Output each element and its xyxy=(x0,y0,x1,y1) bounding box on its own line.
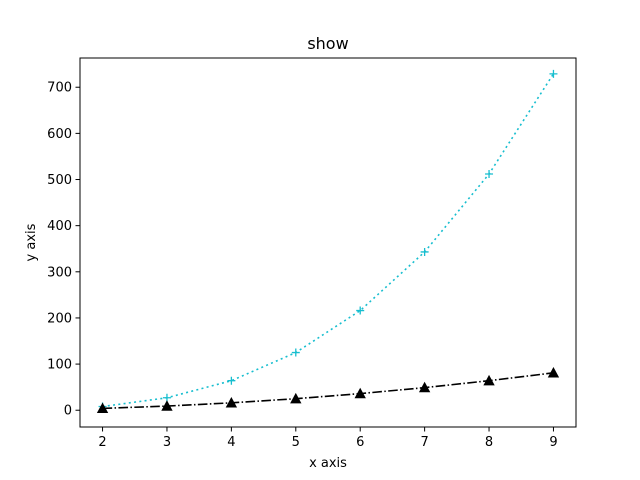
y-tick-label: 100 xyxy=(47,358,72,373)
data-point xyxy=(227,376,236,385)
series-layer xyxy=(96,69,560,414)
data-point xyxy=(96,402,109,414)
data-point xyxy=(420,247,429,256)
x-tick-label: 6 xyxy=(356,435,364,450)
y-tick-label: 0 xyxy=(64,404,72,419)
series-line xyxy=(102,372,554,410)
x-tick-label: 5 xyxy=(292,435,300,450)
y-tick-label: 700 xyxy=(47,81,72,96)
data-point xyxy=(549,69,558,78)
data-point xyxy=(418,381,431,393)
x-tick-label: 2 xyxy=(98,435,106,450)
y-tick-label: 300 xyxy=(47,265,72,280)
x-tick-label: 4 xyxy=(227,435,235,450)
chart-title: show xyxy=(307,34,348,53)
tick-layer: 2 3 4 5 6 7 8 9 0 100 200 300 400 500 600 700 xyxy=(47,81,557,450)
y-tick-label: 200 xyxy=(47,311,72,326)
data-point xyxy=(547,367,560,378)
axes-frame xyxy=(79,57,577,428)
x-tick-label: 8 xyxy=(485,435,493,450)
data-point xyxy=(483,374,495,386)
series-1 xyxy=(98,69,558,411)
x-tick-label: 3 xyxy=(163,435,171,450)
data-point xyxy=(356,306,365,315)
series-2 xyxy=(96,367,560,414)
series-line xyxy=(102,73,555,408)
data-point xyxy=(291,348,300,357)
x-axis-label: x axis xyxy=(309,456,347,471)
data-point xyxy=(225,397,238,408)
x-tick-label: 7 xyxy=(420,435,428,450)
x-tick-label: 9 xyxy=(549,435,557,450)
data-point xyxy=(485,169,494,178)
y-tick-label: 400 xyxy=(47,219,72,234)
y-axis-label: y axis xyxy=(24,223,39,261)
data-point xyxy=(354,387,366,399)
data-point xyxy=(161,400,173,411)
y-tick-label: 500 xyxy=(47,173,72,188)
y-tick-label: 600 xyxy=(47,127,72,142)
data-point xyxy=(290,392,302,404)
